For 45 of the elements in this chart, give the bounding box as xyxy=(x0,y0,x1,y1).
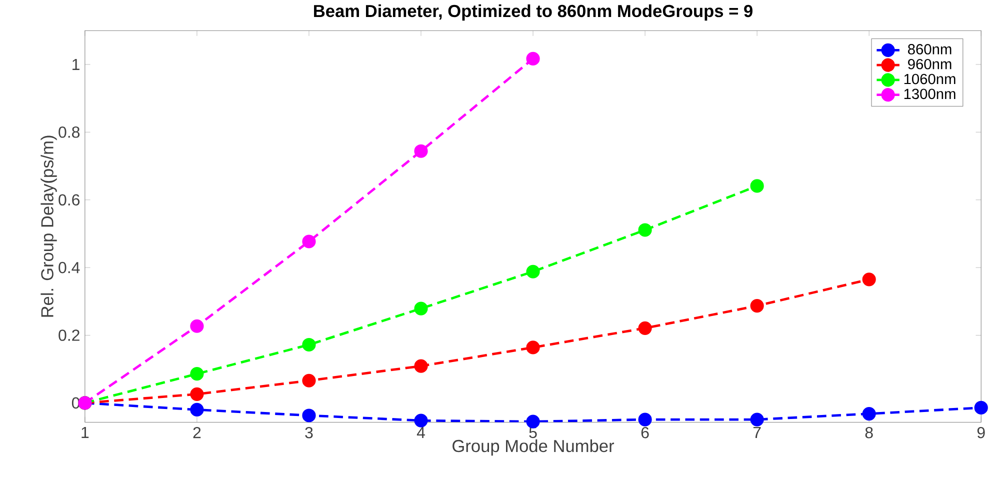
point xyxy=(750,179,764,193)
point xyxy=(414,302,428,316)
legend-label: 860nm xyxy=(908,44,952,54)
point xyxy=(750,412,764,426)
point xyxy=(862,272,876,286)
point xyxy=(190,319,204,333)
point xyxy=(638,321,652,335)
x-tick-label: 7 xyxy=(753,426,761,438)
point xyxy=(190,366,204,381)
y-tick-label: 0.4 xyxy=(58,262,80,274)
legend-label: 960nm xyxy=(908,58,952,70)
x-axis-title: Group Mode Number xyxy=(452,439,614,456)
x-tick-label: 4 xyxy=(416,426,425,438)
point xyxy=(750,298,764,313)
point xyxy=(526,52,540,66)
point xyxy=(302,234,316,248)
point xyxy=(190,387,204,401)
x-tick-label: 8 xyxy=(865,426,873,438)
point xyxy=(302,338,316,352)
legend-label: 1060nm xyxy=(904,74,956,84)
x-tick-label: 6 xyxy=(641,426,649,438)
point xyxy=(638,412,652,426)
chart-title: Beam Diameter, Optimized to 860nm ModeGroups = 9 xyxy=(314,4,752,20)
point xyxy=(302,408,316,422)
y-tick-label: 1 xyxy=(72,58,80,70)
point xyxy=(526,264,540,278)
x-tick-label: 9 xyxy=(977,426,985,438)
y-tick-label: 0.8 xyxy=(58,126,80,138)
point xyxy=(414,144,428,158)
y-axis-title: Rel. Group Delay(ps/m) xyxy=(40,136,57,317)
point xyxy=(526,414,540,428)
point xyxy=(862,406,876,420)
y-tick-label: 0.2 xyxy=(58,330,80,341)
y-tick-label: 0.6 xyxy=(58,194,80,206)
x-tick-label: 2 xyxy=(193,426,201,438)
legend-label: 1300nm xyxy=(904,88,956,100)
point xyxy=(302,374,316,388)
point xyxy=(414,359,428,373)
point xyxy=(974,400,988,414)
x-tick-label: 3 xyxy=(305,426,313,438)
point xyxy=(190,402,204,416)
x-tick-label: 1 xyxy=(82,426,89,438)
point xyxy=(638,223,652,237)
point xyxy=(526,340,540,354)
point xyxy=(414,414,428,428)
